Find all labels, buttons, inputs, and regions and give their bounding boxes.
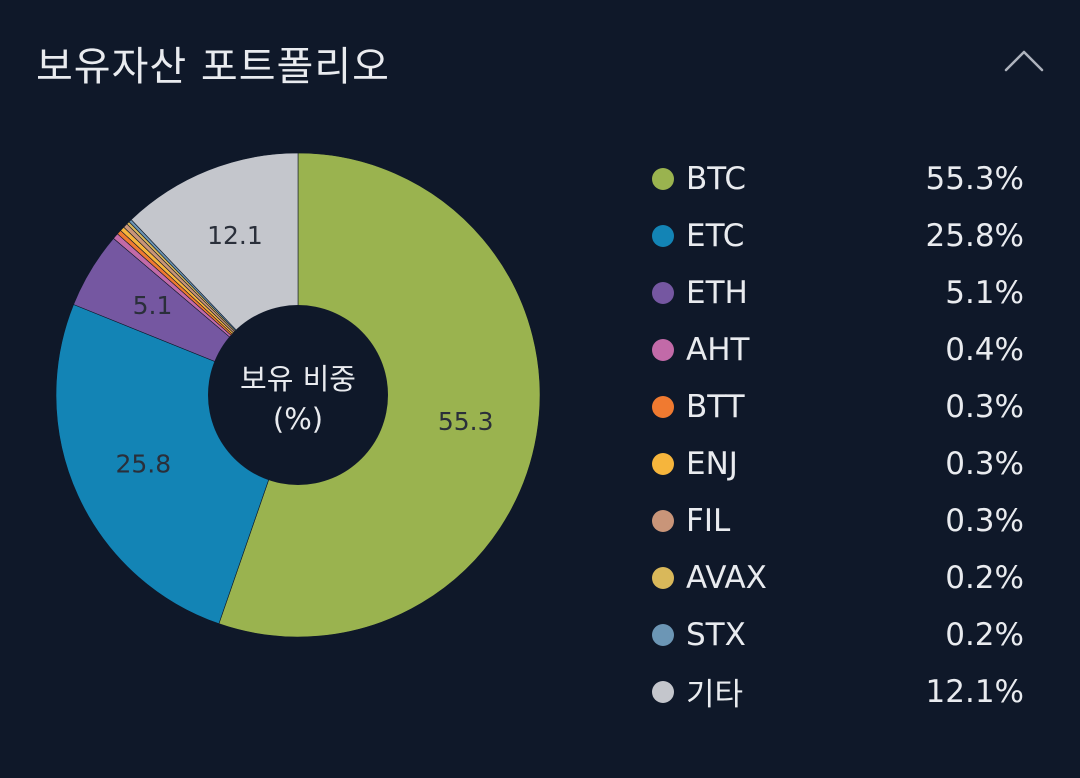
legend-value: 5.1% (945, 274, 1024, 311)
legend-value: 0.2% (945, 616, 1024, 653)
donut-center-hole (208, 305, 388, 485)
legend-value: 0.3% (945, 445, 1024, 482)
donut-center-label: 보유 비중 (240, 362, 356, 396)
legend-value: 12.1% (925, 673, 1024, 710)
donut-center-unit-label: (%) (273, 402, 323, 436)
legend-label: STX (686, 616, 746, 653)
legend-color-dot-icon (652, 623, 674, 646)
legend-color-dot-icon (652, 167, 674, 190)
legend-value: 25.8% (925, 217, 1024, 254)
legend-label: AHT (686, 331, 750, 368)
legend-item-enj[interactable]: ENJ 0.3% (648, 435, 1028, 492)
legend-label: ETC (686, 217, 745, 254)
collapse-button[interactable] (996, 36, 1052, 84)
page-title: 보유자산 포트폴리오 (36, 44, 390, 90)
legend-color-dot-icon (652, 224, 674, 247)
legend-color-dot-icon (652, 680, 674, 703)
legend-item-btc[interactable]: BTC 55.3% (648, 150, 1028, 207)
data-label-eth: 5.1 (133, 291, 173, 320)
legend-label: BTT (686, 388, 745, 425)
portfolio-donut-chart: 55.3 25.8 5.1 12.1 보유 비중 (%) (40, 140, 560, 650)
chevron-up-icon (1004, 50, 1044, 72)
legend-item-btt[interactable]: BTT 0.3% (648, 378, 1028, 435)
legend-label: 기타 (686, 677, 744, 713)
legend-item-aht[interactable]: AHT 0.4% (648, 321, 1028, 378)
legend-value: 0.4% (945, 331, 1024, 368)
panel-header: 보유자산 포트폴리오 (0, 0, 1080, 120)
data-label-기타: 12.1 (207, 221, 263, 250)
data-label-etc: 25.8 (115, 449, 171, 478)
legend-value: 0.3% (945, 388, 1024, 425)
legend-label: ETH (686, 274, 748, 311)
legend-item-avax[interactable]: AVAX 0.2% (648, 549, 1028, 606)
chart-legend: BTC 55.3% ETC 25.8% ETH 5.1% AHT 0.4% BTT 0.3% ENJ… (648, 150, 1028, 720)
legend-label: FIL (686, 502, 731, 539)
legend-item-stx[interactable]: STX 0.2% (648, 606, 1028, 663)
donut-chart-svg: 55.3 25.8 5.1 12.1 보유 비중 (%) (55, 152, 541, 638)
legend-value: 0.2% (945, 559, 1024, 596)
legend-item-eth[interactable]: ETH 5.1% (648, 264, 1028, 321)
legend-color-dot-icon (652, 452, 674, 475)
data-label-btc: 55.3 (438, 407, 494, 436)
legend-label: ENJ (686, 445, 738, 482)
legend-label: BTC (686, 160, 747, 197)
legend-item-fil[interactable]: FIL 0.3% (648, 492, 1028, 549)
legend-color-dot-icon (652, 338, 674, 361)
legend-color-dot-icon (652, 281, 674, 304)
legend-value: 55.3% (925, 160, 1024, 197)
legend-color-dot-icon (652, 395, 674, 418)
legend-item-etc[interactable]: ETC 25.8% (648, 207, 1028, 264)
legend-color-dot-icon (652, 566, 674, 589)
legend-color-dot-icon (652, 509, 674, 532)
legend-value: 0.3% (945, 502, 1024, 539)
legend-item-기타[interactable]: 기타 12.1% (648, 663, 1028, 720)
legend-label: AVAX (686, 559, 767, 596)
